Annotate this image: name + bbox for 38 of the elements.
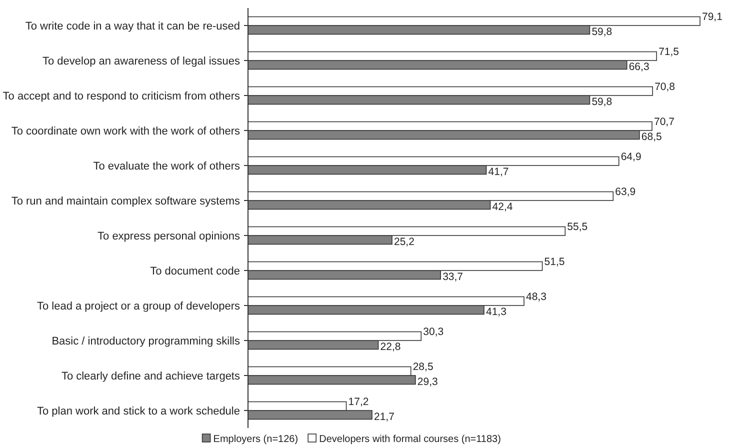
- legend-label: Developers with formal courses (n=1183): [319, 434, 501, 445]
- data-label: 70,8: [654, 81, 676, 94]
- data-label: 48,3: [526, 291, 547, 304]
- data-label: 64,9: [620, 151, 642, 164]
- data-label: 68,5: [641, 130, 662, 143]
- data-label: 59,8: [592, 26, 612, 38]
- y-tick-label: To run and maintain complex software systems: [11, 196, 240, 208]
- y-tick-label: To clearly define and achieve targets: [61, 370, 240, 382]
- y-tick-label: To document code: [150, 266, 240, 278]
- data-label: 33,7: [442, 270, 464, 283]
- data-label: 17,2: [348, 396, 369, 408]
- data-label: 28,5: [412, 361, 434, 374]
- data-label: 71,5: [658, 46, 680, 58]
- data-label: 42,4: [492, 200, 513, 213]
- data-label: 59,8: [592, 96, 612, 108]
- y-tick-label: To coordinate own work with the work of others: [11, 126, 240, 138]
- legend-label: Employers (n=126): [213, 434, 298, 445]
- y-tick-label: To express personal opinions: [98, 230, 240, 242]
- data-label: 21,7: [374, 410, 395, 423]
- y-tick-label: Basic / introductory programming skills: [52, 336, 240, 348]
- data-label: 55,5: [567, 221, 588, 234]
- data-label: 22,8: [380, 340, 401, 353]
- y-tick-label: To write code in a way that it can be re-used: [25, 20, 240, 32]
- y-tick-label: To lead a project or a group of developers: [36, 300, 240, 312]
- y-tick-label: To evaluate the work of others: [93, 160, 240, 172]
- data-label: 51,5: [544, 256, 565, 268]
- data-label: 79,1: [702, 11, 723, 24]
- y-tick-label: To accept and to respond to criticism from others: [2, 90, 240, 102]
- y-tick-label: To develop an awareness of legal issues: [42, 56, 240, 68]
- data-label: 25,2: [394, 236, 415, 248]
- data-label: 30,3: [423, 326, 444, 338]
- data-label: 70,7: [654, 116, 675, 128]
- data-label: 41,3: [486, 306, 507, 318]
- data-label: 41,7: [488, 166, 509, 178]
- data-label: 66,3: [628, 60, 650, 73]
- data-label: 63,9: [615, 186, 636, 198]
- data-label: 29,3: [417, 376, 438, 388]
- y-tick-label: To plan work and stick to a work schedule: [37, 406, 240, 418]
